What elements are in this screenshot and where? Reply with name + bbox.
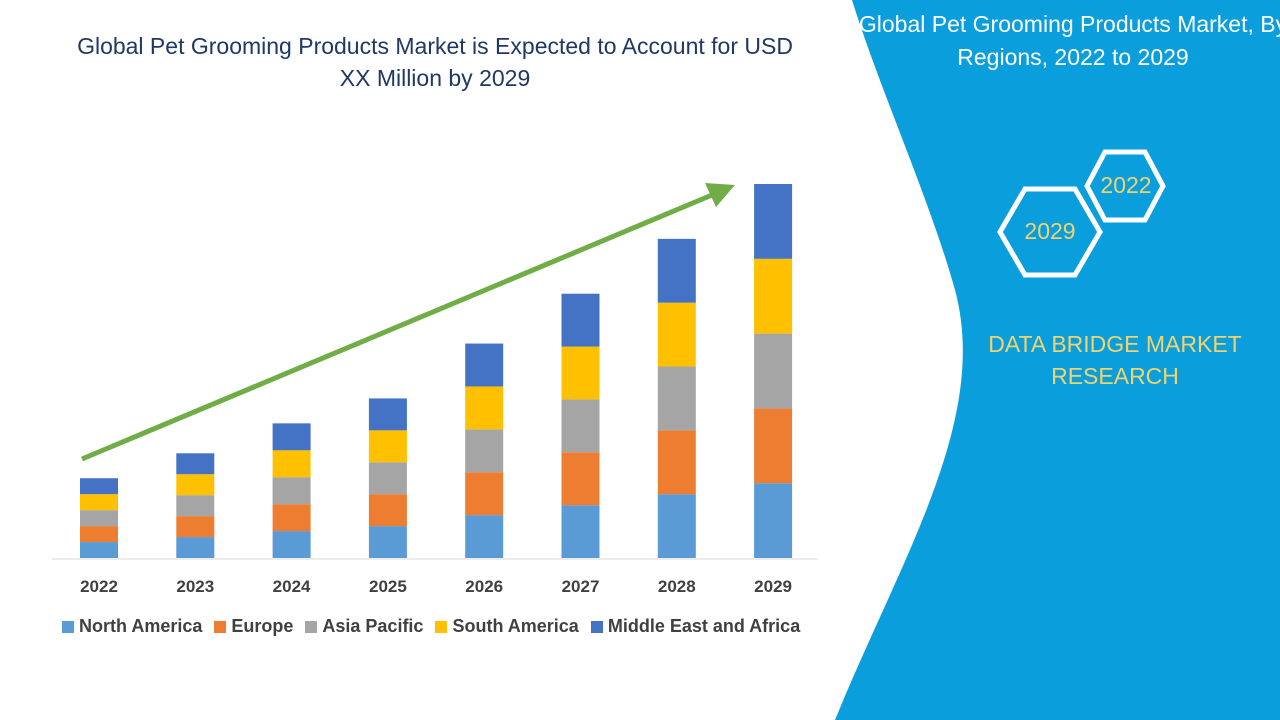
legend-swatch [590,620,603,633]
bar-2022-south-america [80,494,118,511]
legend-swatch [62,620,74,633]
legend-item: North America [62,616,202,637]
bar-2023-north-america [176,537,215,558]
bar-2025-south-america [368,430,407,463]
bar-2028-south-america [657,302,696,367]
x-tick-label: 2028 [658,577,696,596]
hex-label-2029: 2029 [1024,218,1076,244]
legend-label: Middle East and Africa [607,616,801,636]
hex-label-2022: 2022 [1100,172,1152,198]
stacked-bar-chart: 2022 2023 2024 2025 2026 2027 2028 2029 [52,183,818,596]
legend-swatch [435,620,448,633]
bar-2025-europe [368,494,407,527]
trend-arrow-head [705,183,735,207]
bar-2026-south-america [465,386,504,430]
bar-2022-middle-east-and-africa [80,478,118,495]
bar-2022-europe [80,526,118,543]
legend-label: Europe [231,616,294,636]
bar-2024-middle-east-and-africa [272,423,311,451]
bar-2024-asia-pacific [272,477,311,505]
bar-2027-north-america [561,505,600,558]
x-tick-labels: 2022 2023 2024 2025 2026 2027 2028 2029 [80,577,792,596]
bar-2029-middle-east-and-africa [754,184,793,259]
hexagon-2022 [1084,149,1166,223]
x-tick-label: 2023 [176,577,214,596]
bar-2028-asia-pacific [657,366,696,431]
legend-item: South America [435,616,579,637]
bar-2027-south-america [561,346,600,400]
legend: North America Europe Asia Pacific South Ame… [62,616,800,637]
bar-2023-middle-east-and-africa [176,453,215,475]
bar-2024-europe [272,504,311,532]
bar-2026-north-america [465,515,504,558]
bar-2027-europe [561,452,600,506]
bar-2029-north-america [754,483,793,558]
bar-2029-south-america [754,258,793,334]
bar-2024-south-america [272,450,311,478]
x-tick-label: 2029 [754,577,792,596]
bar-2022-north-america [80,542,118,558]
bar-2022-asia-pacific [80,510,118,527]
bar-2027-middle-east-and-africa [561,293,600,347]
bar-2023-europe [176,516,215,538]
x-tick-label: 2025 [369,577,407,596]
bar-2029-europe [754,408,793,484]
hexagon-2029 [997,186,1103,278]
bar-2028-north-america [657,494,696,558]
x-tick-label: 2027 [562,577,600,596]
bar-2026-middle-east-and-africa [465,343,504,387]
bar-2027-asia-pacific [561,399,600,453]
bar-2026-asia-pacific [465,429,504,473]
blue-panel-shape [835,0,1280,720]
bar-2026-europe [465,472,504,516]
x-tick-label: 2024 [273,577,311,596]
bar-2029-asia-pacific [754,333,793,409]
bar-2025-asia-pacific [368,462,407,495]
bar-2025-middle-east-and-africa [368,398,407,431]
x-tick-label: 2026 [465,577,503,596]
bar-2023-south-america [176,474,215,496]
bar-2025-north-america [368,526,407,558]
bar-2023-asia-pacific [176,495,215,517]
brand-name: DATA BRIDGE MARKET RESEARCH [988,331,1242,389]
bar-2028-europe [657,430,696,495]
legend-label: North America [79,616,203,636]
legend-item: Middle East and Africa [590,616,801,637]
legend-swatch [214,620,227,633]
legend-item: Asia Pacific [305,616,423,637]
bar-2024-north-america [272,531,311,558]
bars-group [80,184,793,558]
panel-title: Global Pet Grooming Products Market, By … [858,11,1280,70]
trend-arrow-line [81,192,713,462]
bar-2028-middle-east-and-africa [657,238,696,303]
legend-label: South America [452,616,579,636]
legend-item: Europe [214,616,293,637]
legend-label: Asia Pacific [322,616,424,636]
x-tick-label: 2022 [80,577,118,596]
chart-title: Global Pet Grooming Products Market is E… [77,33,793,91]
legend-swatch [305,620,318,633]
